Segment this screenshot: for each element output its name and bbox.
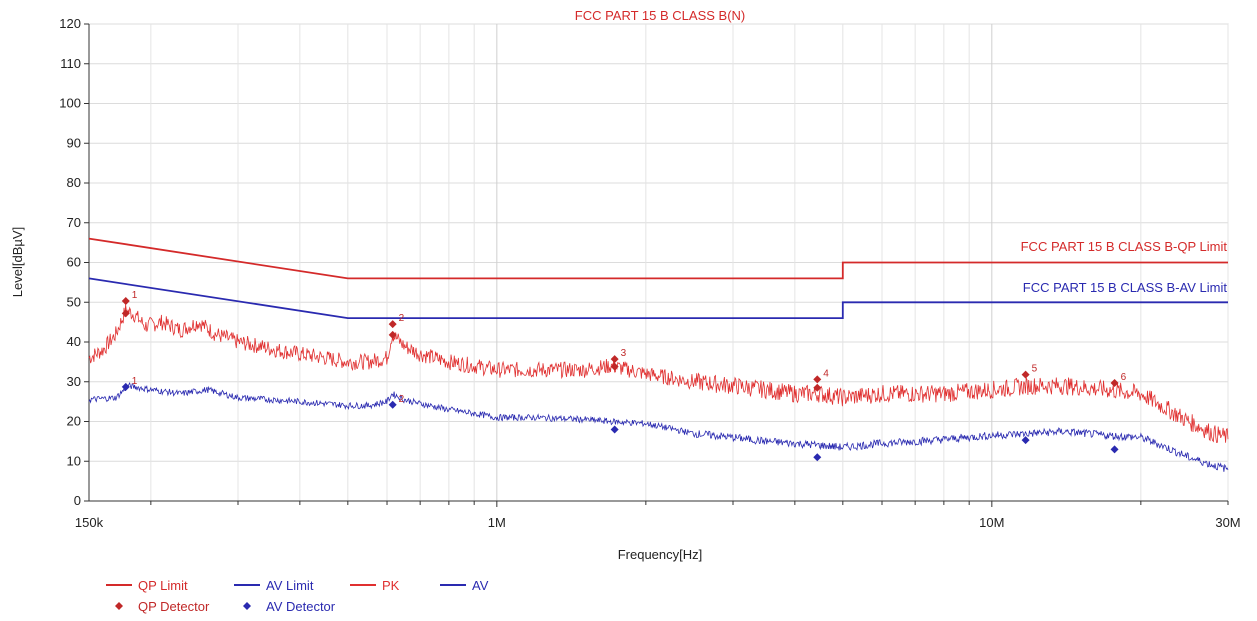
qp-detector-label: 6: [1121, 372, 1127, 383]
av-trace: [88, 381, 1229, 472]
legend: QP Limit AV Limit PK AV QP Detector AV Detect…: [106, 578, 489, 614]
av-detector-label: 1: [132, 376, 138, 387]
qp-detector-point: [121, 309, 130, 318]
qp-detector-label: 1: [132, 290, 138, 301]
qp-detector-point: [813, 375, 822, 384]
qp-detector-point: [121, 297, 130, 306]
chart-labels: FCC PART 15 B CLASS B(N) Frequency[Hz] L…: [10, 8, 1227, 562]
av-detector-point: [813, 453, 822, 462]
qp-limit-label: FCC PART 15 B CLASS B-QP Limit: [1021, 239, 1228, 254]
y-tick-label: 120: [59, 16, 81, 31]
qp-detector-label: 3: [621, 348, 627, 359]
y-tick-label: 50: [67, 294, 81, 309]
chart-title: FCC PART 15 B CLASS B(N): [575, 8, 746, 23]
qp-limit-line: [88, 237, 1228, 280]
y-tick-label: 110: [60, 56, 81, 71]
x-tick-label: 10M: [979, 515, 1004, 530]
qp-detector-label: 5: [1032, 364, 1038, 375]
av-detector-point: [1110, 445, 1119, 454]
qp-detector-label: 2: [399, 313, 405, 324]
y-tick-label: 100: [59, 96, 81, 111]
x-tick-label: 30M: [1215, 515, 1240, 530]
y-tick-label: 70: [67, 215, 81, 230]
axes: 0 10 20 30 40 50 60 70 80 90 100 110 120 150k 1M 10M 30M: [59, 16, 1240, 530]
av-limit-label: FCC PART 15 B CLASS B-AV Limit: [1023, 280, 1228, 295]
qp-detector-point: [1021, 370, 1030, 379]
y-tick-label: 60: [67, 255, 81, 270]
y-tick-label: 40: [67, 334, 81, 349]
legend-label: AV: [472, 578, 489, 593]
y-axis-title: Level[dBµV]: [10, 227, 25, 297]
x-tick-label: 1M: [488, 515, 506, 530]
av-limit-line: [88, 277, 1228, 320]
legend-label: QP Detector: [138, 599, 210, 614]
av-detector-point: [388, 400, 397, 409]
qp-detector-point: [610, 362, 619, 371]
y-tick-label: 30: [67, 374, 81, 389]
qp-detector-label: 4: [823, 368, 829, 379]
y-tick-label: 90: [67, 135, 81, 150]
av-detector-point: [1021, 436, 1030, 445]
qp-detector-point: [388, 330, 397, 339]
y-tick-label: 80: [67, 175, 81, 190]
legend-swatch: [115, 602, 123, 610]
y-tick-label: 0: [74, 493, 81, 508]
y-tick-label: 20: [67, 414, 81, 429]
y-tick-label: 10: [67, 453, 81, 468]
legend-label: AV Detector: [266, 599, 336, 614]
legend-label: AV Limit: [266, 578, 314, 593]
qp-detector-point: [813, 383, 822, 392]
pk-trace: [88, 304, 1229, 443]
detector-markers: 1 2 3 4 5 6 1 2: [121, 290, 1127, 462]
qp-detector-point: [610, 355, 619, 364]
legend-label: PK: [382, 578, 400, 593]
legend-label: QP Limit: [138, 578, 188, 593]
qp-detector-point: [1110, 378, 1119, 387]
av-detector-point: [121, 382, 130, 391]
legend-swatch: [243, 602, 251, 610]
qp-detector-point: [388, 320, 397, 329]
x-tick-label: 150k: [75, 515, 104, 530]
av-detector-label: 2: [399, 394, 405, 405]
x-axis-title: Frequency[Hz]: [618, 547, 703, 562]
av-detector-point: [610, 425, 619, 434]
series-layer: [88, 237, 1229, 472]
